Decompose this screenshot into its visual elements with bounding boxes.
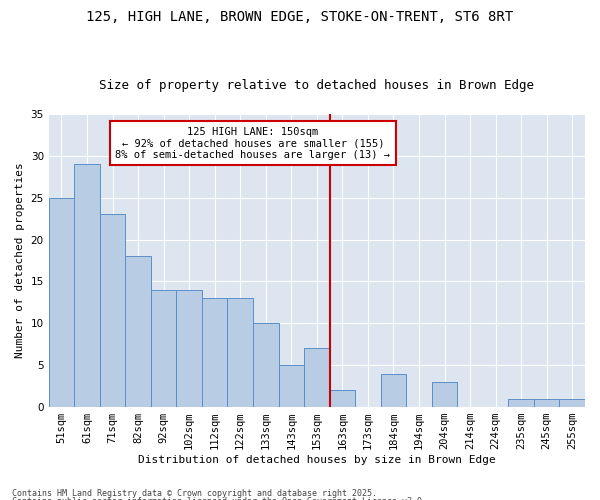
Bar [100, 214, 125, 407]
Bar [151, 290, 176, 407]
Bar [202, 298, 227, 407]
Bar [534, 398, 559, 407]
Bar [125, 256, 151, 407]
Bar [432, 382, 457, 407]
Text: 125, HIGH LANE, BROWN EDGE, STOKE-ON-TRENT, ST6 8RT: 125, HIGH LANE, BROWN EDGE, STOKE-ON-TRE… [86, 10, 514, 24]
Text: 125 HIGH LANE: 150sqm
← 92% of detached houses are smaller (155)
8% of semi-deta: 125 HIGH LANE: 150sqm ← 92% of detached … [115, 126, 391, 160]
Bar [329, 390, 355, 407]
Bar [253, 324, 278, 407]
Bar [508, 398, 534, 407]
Bar [278, 365, 304, 407]
Bar [176, 290, 202, 407]
Text: Contains public sector information licensed under the Open Government Licence v3: Contains public sector information licen… [12, 497, 427, 500]
Bar [380, 374, 406, 407]
X-axis label: Distribution of detached houses by size in Brown Edge: Distribution of detached houses by size … [138, 455, 496, 465]
Title: Size of property relative to detached houses in Brown Edge: Size of property relative to detached ho… [100, 79, 535, 92]
Bar [304, 348, 329, 407]
Y-axis label: Number of detached properties: Number of detached properties [15, 162, 25, 358]
Bar [227, 298, 253, 407]
Text: Contains HM Land Registry data © Crown copyright and database right 2025.: Contains HM Land Registry data © Crown c… [12, 488, 377, 498]
Bar [74, 164, 100, 407]
Bar [559, 398, 585, 407]
Bar [49, 198, 74, 407]
